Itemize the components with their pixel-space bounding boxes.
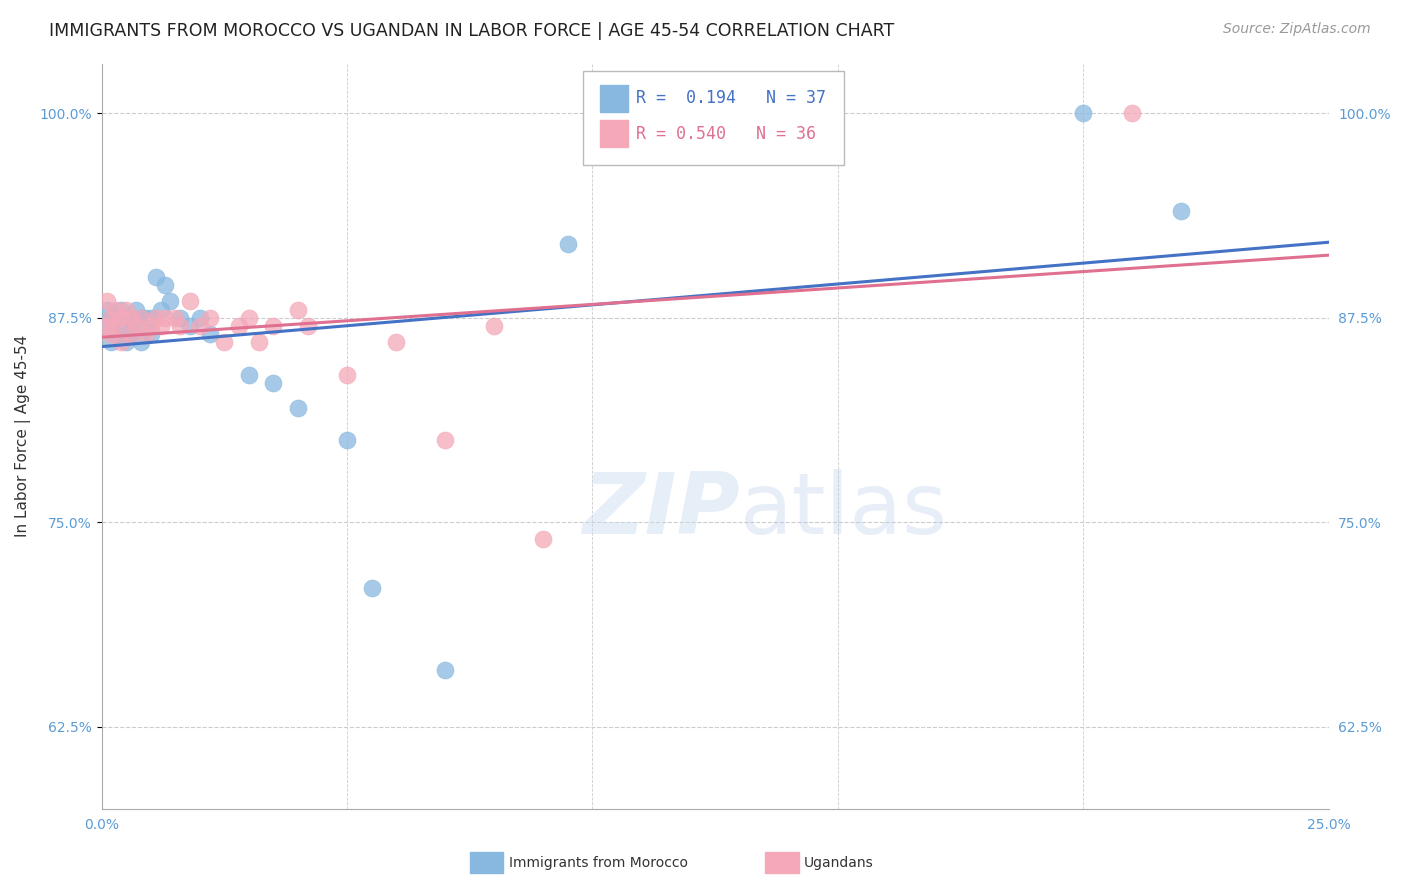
Point <box>125 302 148 317</box>
Point <box>214 335 236 350</box>
Point <box>120 327 142 342</box>
Point <box>262 376 284 391</box>
Point <box>115 310 138 325</box>
Point <box>155 310 177 325</box>
Text: Source: ZipAtlas.com: Source: ZipAtlas.com <box>1223 22 1371 37</box>
Point <box>135 327 157 342</box>
Point <box>135 318 157 333</box>
Text: R =  0.194   N = 37: R = 0.194 N = 37 <box>636 89 825 107</box>
Text: IMMIGRANTS FROM MOROCCO VS UGANDAN IN LABOR FORCE | AGE 45-54 CORRELATION CHART: IMMIGRANTS FROM MOROCCO VS UGANDAN IN LA… <box>49 22 894 40</box>
Point <box>120 310 142 325</box>
Point <box>247 335 270 350</box>
Point <box>228 318 250 333</box>
Text: ZIP: ZIP <box>582 469 740 552</box>
Point <box>238 368 260 382</box>
Point <box>105 310 128 325</box>
Point <box>434 434 457 448</box>
Point <box>96 294 118 309</box>
Point <box>129 310 152 325</box>
Point <box>129 335 152 350</box>
Point <box>484 318 506 333</box>
Point <box>287 401 309 415</box>
Point <box>125 318 148 333</box>
Point <box>149 302 172 317</box>
Point <box>145 310 167 325</box>
Point <box>135 310 157 325</box>
Point <box>531 532 554 546</box>
Text: Immigrants from Morocco: Immigrants from Morocco <box>509 855 688 870</box>
Point <box>100 310 122 325</box>
Point <box>110 327 132 342</box>
Point <box>115 335 138 350</box>
Point <box>434 663 457 677</box>
Point <box>238 310 260 325</box>
Point <box>198 310 221 325</box>
Point <box>1121 106 1143 120</box>
Point <box>105 318 128 333</box>
Point <box>110 302 132 317</box>
Point <box>155 277 177 292</box>
Point <box>336 434 359 448</box>
Point <box>105 302 128 317</box>
Point <box>96 318 118 333</box>
Point <box>149 318 172 333</box>
Point <box>105 327 128 342</box>
Text: Ugandans: Ugandans <box>804 855 875 870</box>
Point <box>385 335 408 350</box>
Point <box>262 318 284 333</box>
Point <box>115 302 138 317</box>
Point <box>287 302 309 317</box>
Point <box>100 335 122 350</box>
Point <box>198 327 221 342</box>
Point <box>297 318 319 333</box>
Point <box>179 318 201 333</box>
Point <box>165 310 187 325</box>
Text: atlas: atlas <box>740 469 948 552</box>
Point <box>360 581 382 595</box>
Point <box>188 318 211 333</box>
Point <box>129 310 152 325</box>
Point <box>169 318 191 333</box>
Point <box>1071 106 1094 120</box>
Point <box>139 327 162 342</box>
Point <box>110 335 132 350</box>
Point <box>110 310 132 325</box>
Point <box>100 327 122 342</box>
Point <box>96 302 118 317</box>
Point <box>159 294 181 309</box>
Point <box>120 310 142 325</box>
Point <box>125 318 148 333</box>
Point <box>179 294 201 309</box>
Point <box>139 318 162 333</box>
Point <box>557 237 579 252</box>
Point <box>120 327 142 342</box>
Point <box>100 310 122 325</box>
Point <box>96 318 118 333</box>
Point <box>188 310 211 325</box>
Point <box>169 310 191 325</box>
Point <box>145 269 167 284</box>
Point <box>1170 204 1192 219</box>
Y-axis label: In Labor Force | Age 45-54: In Labor Force | Age 45-54 <box>15 335 31 538</box>
Text: R = 0.540   N = 36: R = 0.540 N = 36 <box>636 125 815 143</box>
Point <box>336 368 359 382</box>
Point <box>139 310 162 325</box>
